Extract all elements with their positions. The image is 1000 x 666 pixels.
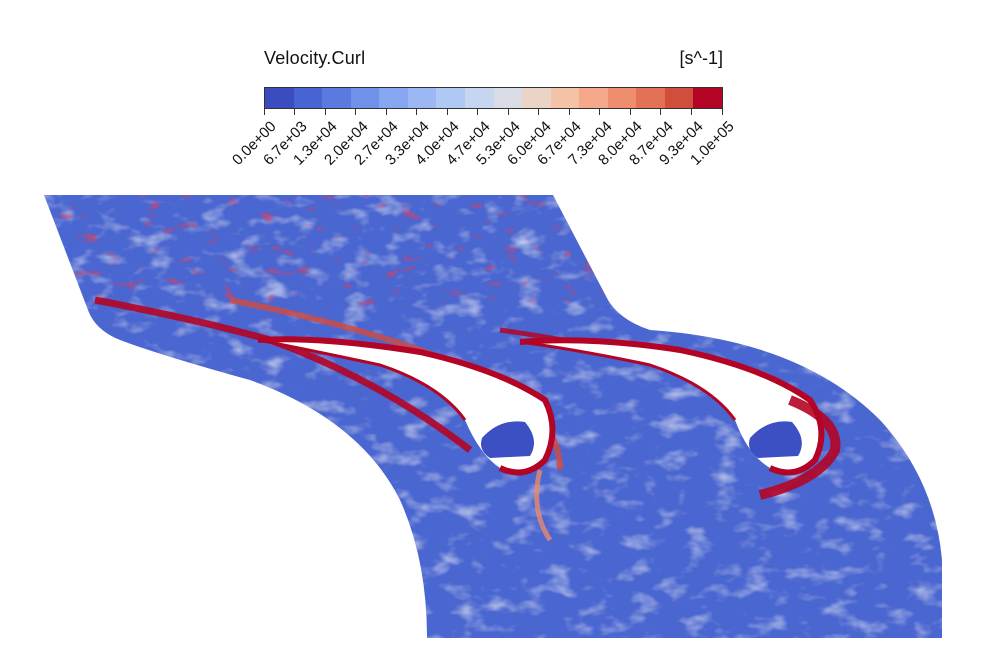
colorbar-tick-mark [355, 109, 357, 115]
colorbar-tick-mark [294, 109, 296, 115]
colorbar-unit: [s^-1] [679, 48, 723, 68]
colorbar [264, 87, 723, 109]
high-vorticity-band [44, 195, 620, 305]
colorbar-cell [350, 88, 380, 108]
colorbar-cell [693, 88, 722, 108]
colorbar-title: Velocity.Curl [264, 48, 366, 68]
colorbar-tick-mark [690, 109, 692, 115]
colorbar-tick-mark [385, 109, 387, 115]
blade-2-lower-layer [519, 340, 737, 421]
blade-2-boundary-layer [519, 337, 825, 476]
colorbar-tick-mark [538, 109, 540, 115]
blade-1-insert [481, 421, 534, 458]
colorbar-cell [607, 88, 637, 108]
colorbar-tick-mark [446, 109, 448, 115]
colorbar-tick-mark [324, 109, 326, 115]
blade-1 [258, 339, 553, 473]
colorbar-tick-mark [507, 109, 509, 115]
blade-2-insert [749, 421, 802, 458]
blade-2 [520, 340, 822, 473]
colorbar-cell [293, 88, 323, 108]
colorbar-cell [436, 88, 465, 108]
colorbar-cell [493, 88, 523, 108]
colorbar-tick-mark [721, 109, 723, 115]
colorbar-tick-mark [263, 109, 265, 115]
blade-1-lower-layer [257, 338, 467, 421]
colorbar-cell [265, 88, 294, 108]
colorbar-tick-mark [477, 109, 479, 115]
colorbar-cell [636, 88, 665, 108]
colorbar-tick-mark [599, 109, 601, 115]
colorbar-cell [550, 88, 580, 108]
colorbar-cell [579, 88, 608, 108]
colorbar-cell [464, 88, 494, 108]
blade-1-boundary-layer [257, 336, 556, 476]
colorbar-tick-mark [629, 109, 631, 115]
colorbar-cell [664, 88, 694, 108]
trailing-shear-layer [758, 395, 841, 500]
colorbar-cell [407, 88, 437, 108]
colorbar-tick-mark [660, 109, 662, 115]
colorbar-cell [322, 88, 351, 108]
colorbar-cell [522, 88, 551, 108]
colorbar-tick-mark [568, 109, 570, 115]
wake-layer [534, 469, 553, 542]
colorbar-tick-mark [416, 109, 418, 115]
colorbar-cell [379, 88, 408, 108]
